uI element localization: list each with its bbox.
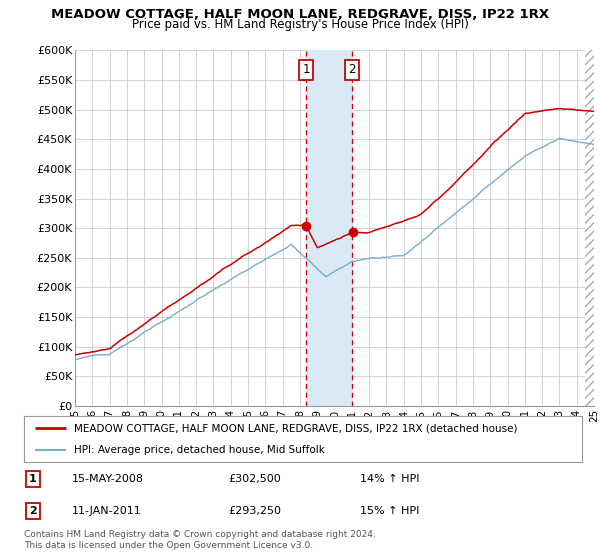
Text: £293,250: £293,250 [228,506,281,516]
Text: 2: 2 [29,506,37,516]
Text: Contains HM Land Registry data © Crown copyright and database right 2024.: Contains HM Land Registry data © Crown c… [24,530,376,539]
Text: HPI: Average price, detached house, Mid Suffolk: HPI: Average price, detached house, Mid … [74,445,325,455]
Text: MEADOW COTTAGE, HALF MOON LANE, REDGRAVE, DISS, IP22 1RX: MEADOW COTTAGE, HALF MOON LANE, REDGRAVE… [51,8,549,21]
Text: Price paid vs. HM Land Registry's House Price Index (HPI): Price paid vs. HM Land Registry's House … [131,18,469,31]
Text: 11-JAN-2011: 11-JAN-2011 [72,506,142,516]
Text: 15-MAY-2008: 15-MAY-2008 [72,474,144,484]
Bar [307,50,352,406]
Text: £302,500: £302,500 [228,474,281,484]
Text: 1: 1 [302,63,310,77]
Text: 1: 1 [29,474,37,484]
Text: 2: 2 [349,63,356,77]
Text: 14% ↑ HPI: 14% ↑ HPI [360,474,419,484]
Text: This data is licensed under the Open Government Licence v3.0.: This data is licensed under the Open Gov… [24,541,313,550]
Text: MEADOW COTTAGE, HALF MOON LANE, REDGRAVE, DISS, IP22 1RX (detached house): MEADOW COTTAGE, HALF MOON LANE, REDGRAVE… [74,423,518,433]
Text: 15% ↑ HPI: 15% ↑ HPI [360,506,419,516]
